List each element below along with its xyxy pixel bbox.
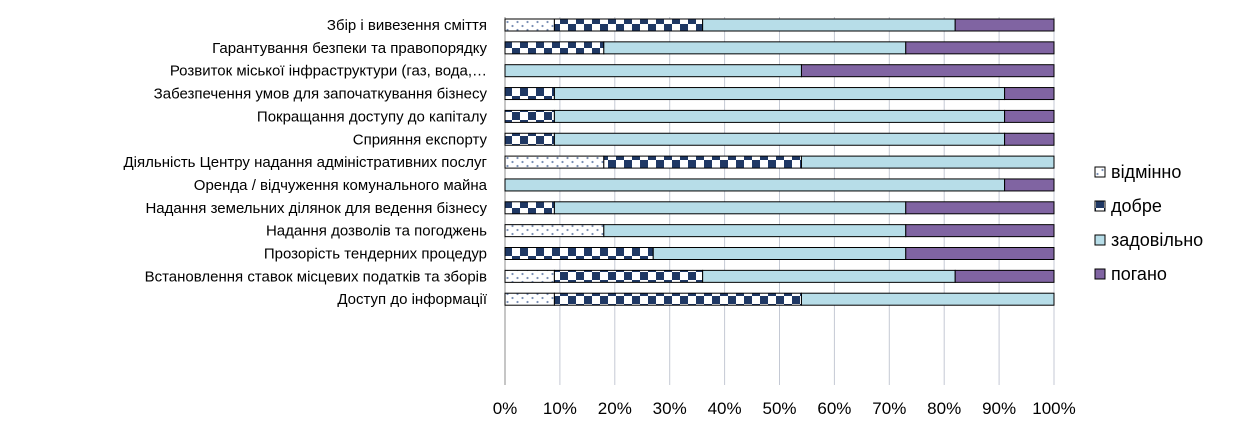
bar-segment-solid-2: [800, 292, 1055, 306]
category-label: Збір і вивезення сміття: [327, 17, 487, 34]
bar-segment-checker-1: [504, 201, 555, 215]
legend-label: задовільно: [1111, 230, 1203, 250]
bar-segment-solid-3: [1004, 178, 1055, 192]
category-label: Доступ до інформації: [337, 291, 487, 308]
x-tick-label: 0%: [493, 399, 518, 418]
x-tick-label: 40%: [708, 399, 742, 418]
bar-segment-solid-2: [553, 201, 907, 215]
x-tick-label: 50%: [762, 399, 796, 418]
category-label: Надання земельних ділянок для ведення бі…: [145, 200, 487, 217]
bar-segment-checker-1: [553, 18, 704, 32]
bar-segment-solid-2: [603, 224, 907, 238]
legend-swatch: [1094, 166, 1106, 178]
bar-segment-solid-2: [702, 18, 956, 32]
bar-segment-solid-3: [905, 201, 1055, 215]
x-tick-label: 100%: [1032, 399, 1075, 418]
bar-segment-checker-1: [504, 247, 654, 260]
category-label: Сприяння експорту: [353, 131, 488, 148]
category-label: Надання дозволів та погоджень: [266, 223, 487, 240]
bar-segment-dots-0: [504, 269, 555, 283]
bar-segment-solid-3: [1004, 132, 1055, 146]
legend: відмінно добре задовільно погано: [1094, 162, 1203, 284]
category-label: Покращання доступу до капіталу: [257, 108, 488, 125]
bar-segment-checker-1: [553, 292, 802, 306]
bar-segment-dots-0: [504, 224, 605, 238]
bar-segment-solid-3: [1004, 109, 1055, 123]
x-tick-label: 20%: [598, 399, 632, 418]
x-tick-label: 80%: [927, 399, 961, 418]
category-label: Оренда / відчуження комунального майна: [194, 177, 488, 194]
bar-segment-solid-2: [603, 41, 907, 55]
legend-swatch: [1094, 200, 1106, 212]
bar-segment-dots-0: [504, 292, 555, 306]
bar-segment-solid-3: [905, 41, 1055, 55]
legend-label: погано: [1111, 264, 1167, 284]
bar-segment-solid-2: [800, 155, 1055, 169]
bars: [504, 18, 1055, 306]
bar-segment-solid-2: [504, 64, 802, 78]
legend-swatch: [1094, 234, 1106, 246]
category-label: Забезпечення умов для започаткування біз…: [154, 86, 488, 103]
x-tick-label: 70%: [872, 399, 906, 418]
bar-segment-solid-2: [553, 109, 1006, 123]
bar-segment-solid-2: [553, 132, 1006, 146]
legend-swatch: [1094, 268, 1106, 280]
x-tick-label: 30%: [653, 399, 687, 418]
category-label: Прозорість тендерних процедур: [264, 246, 487, 263]
x-tick-label: 60%: [817, 399, 851, 418]
bar-segment-solid-3: [905, 224, 1055, 238]
bar-segment-checker-1: [553, 269, 704, 283]
category-label: Діяльність Центру надання адміністративн…: [124, 154, 488, 171]
bar-segment-dots-0: [504, 155, 605, 169]
gridlines: [504, 17, 1055, 385]
bar-segment-solid-2: [702, 269, 956, 283]
bar-segment-solid-2: [652, 247, 907, 260]
legend-label: добре: [1111, 196, 1162, 216]
category-label: Гарантування безпеки та правопорядку: [212, 40, 487, 57]
bar-segment-checker-1: [504, 132, 555, 146]
bar-segment-solid-3: [1004, 87, 1055, 101]
bar-segment-dots-0: [504, 18, 555, 32]
bar-segment-solid-3: [800, 64, 1055, 78]
bar-segment-checker-1: [603, 155, 802, 169]
bar-segment-checker-1: [504, 41, 605, 55]
category-labels: Збір і вивезення сміття Гарантування безп…: [124, 17, 488, 308]
bar-segment-checker-1: [504, 87, 555, 101]
category-label: Встановлення ставок місцевих податків та…: [145, 268, 487, 285]
category-label: Розвиток міської інфраструктури (газ, во…: [170, 63, 487, 80]
bar-segment-solid-3: [954, 18, 1055, 32]
bar-segment-checker-1: [504, 109, 555, 123]
legend-label: відмінно: [1111, 162, 1181, 182]
x-tick-label: 90%: [982, 399, 1016, 418]
bar-segment-solid-3: [954, 269, 1055, 283]
x-tick-label: 10%: [543, 399, 577, 418]
x-axis-ticks: 0% 10% 20% 30% 40% 50% 60% 70% 80% 90% 100%: [493, 399, 1076, 418]
bar-segment-solid-2: [504, 178, 1006, 192]
bar-segment-solid-3: [905, 247, 1055, 260]
bar-segment-solid-2: [553, 87, 1006, 101]
